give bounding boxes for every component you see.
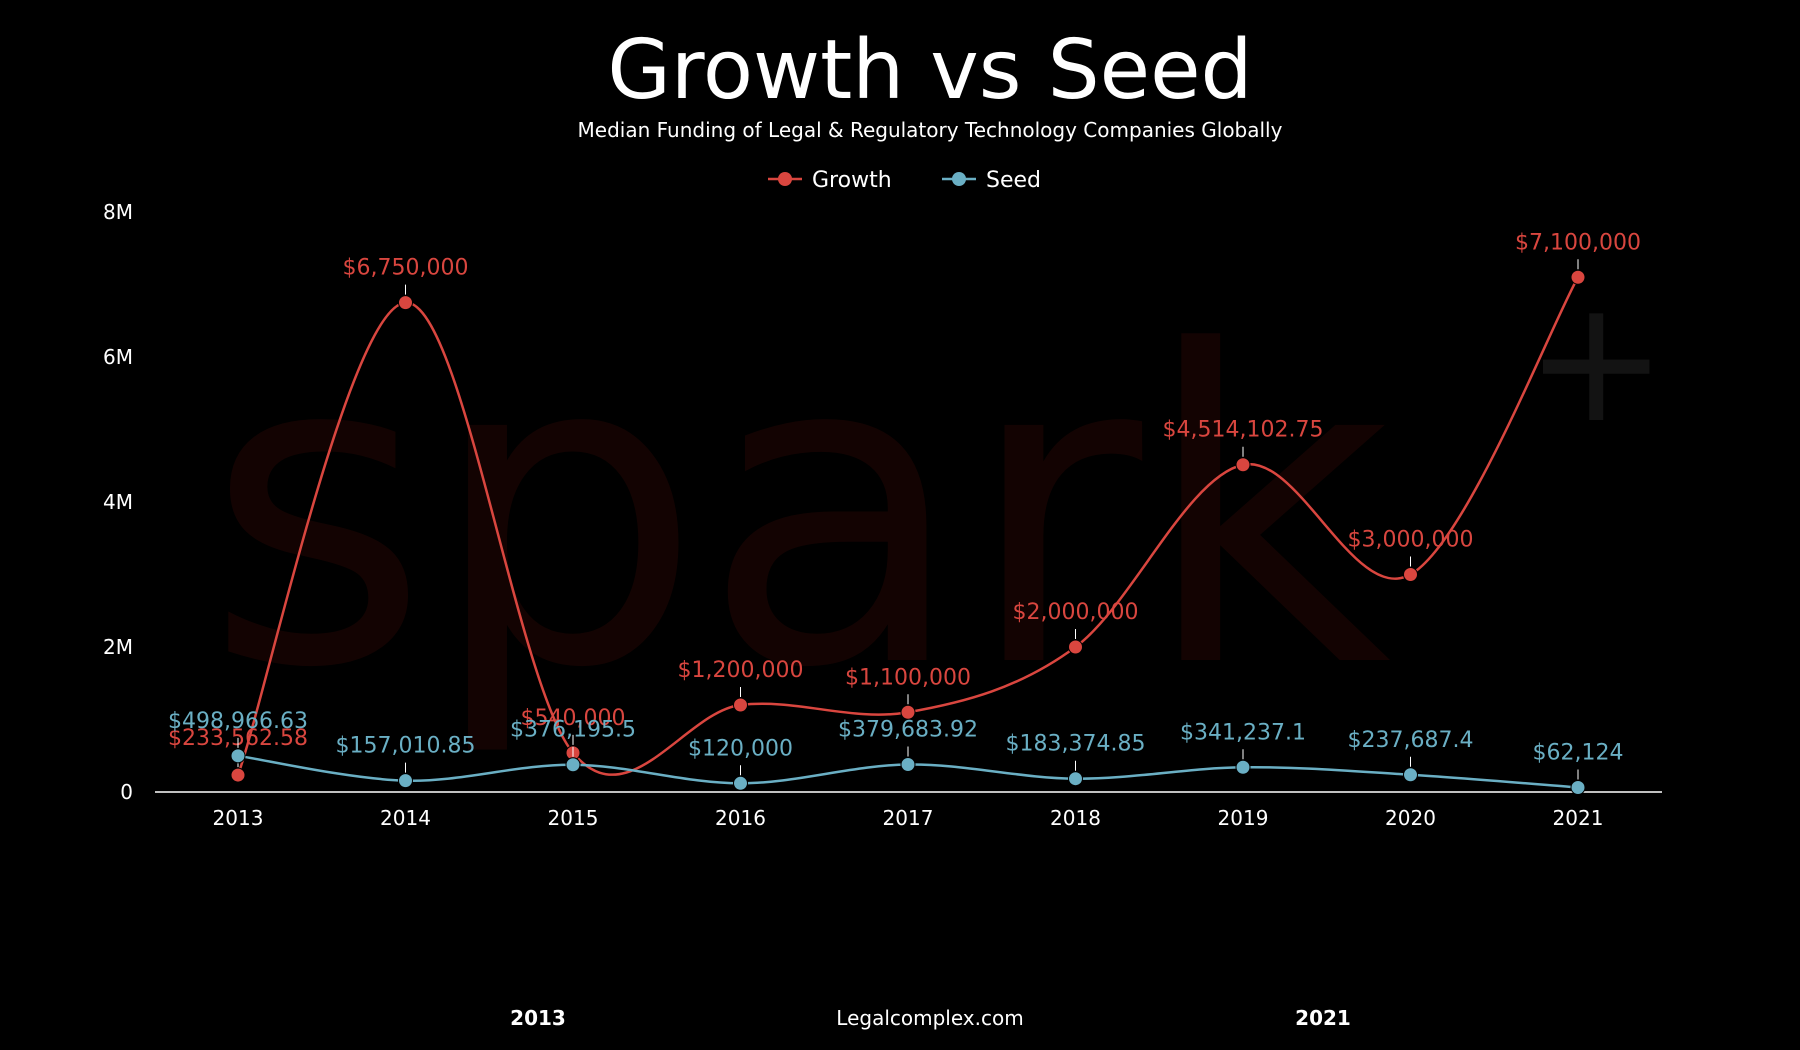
series-growth: $233,562.58$6,750,000$540,000$1,200,000 $… [168, 230, 1641, 783]
y-tick-label: 8M [103, 200, 133, 224]
data-point-growth[interactable] [1068, 639, 1083, 655]
series-seed: $498,966.63 $157,010.85 $376,195.5 $120,000… [168, 709, 1623, 795]
y-tick-label: 4M [103, 490, 133, 514]
data-label-seed: $157,010.85 [336, 734, 476, 759]
data-label-seed: $120,000 [688, 736, 793, 761]
y-tick-label: 2M [103, 635, 133, 659]
data-point-seed[interactable] [1570, 779, 1586, 795]
y-tick-label: 6M [103, 345, 133, 369]
spark-watermark-logo: spark + [205, 262, 1667, 762]
legend[interactable]: Growth Seed [768, 168, 1041, 193]
watermark-text: spark [205, 262, 1391, 762]
x-tick-label: 2016 [715, 806, 766, 830]
data-label-growth: $2,000,000 [1013, 600, 1139, 625]
x-axis: 2013 2014 2015 2016 2017 2018 2019 2020 2021 [213, 806, 1604, 830]
y-tick-label: 0 [120, 780, 133, 804]
data-label-growth: $6,750,000 [343, 256, 469, 281]
y-axis: 0 2M 4M 6M 8M [103, 200, 133, 804]
data-point-growth[interactable] [1570, 269, 1586, 285]
chart-title: Growth vs Seed [607, 23, 1252, 118]
x-tick-label: 2018 [1050, 806, 1101, 830]
x-tick-label: 2019 [1218, 806, 1269, 830]
footer-start-year: 2013 [510, 1006, 566, 1030]
x-tick-label: 2015 [548, 806, 599, 830]
data-point-seed[interactable] [900, 756, 916, 772]
legend-item-seed[interactable]: Seed [942, 168, 1041, 193]
legend-label: Growth [812, 168, 892, 193]
x-tick-label: 2021 [1553, 806, 1604, 830]
data-point-growth[interactable] [230, 767, 246, 783]
data-point-seed[interactable] [565, 757, 581, 773]
legend-marker-icon [778, 172, 792, 186]
data-point-growth[interactable] [900, 704, 916, 720]
data-label-seed: $237,687.4 [1348, 728, 1474, 753]
data-label-growth: $4,514,102.75 [1163, 418, 1324, 443]
data-label-growth: $1,100,000 [845, 665, 971, 690]
data-point-seed[interactable] [230, 748, 246, 764]
data-point-seed[interactable] [1403, 767, 1418, 783]
data-label-seed: $341,237.1 [1180, 720, 1306, 745]
data-label-growth: $3,000,000 [1348, 528, 1474, 553]
data-point-seed[interactable] [398, 773, 413, 789]
data-point-growth[interactable] [398, 295, 413, 311]
data-point-growth[interactable] [733, 697, 748, 713]
x-tick-label: 2020 [1385, 806, 1436, 830]
x-tick-label: 2013 [213, 806, 264, 830]
data-label-seed: $62,124 [1533, 740, 1624, 765]
data-label-seed: $183,374.85 [1006, 732, 1146, 757]
legend-label: Seed [986, 168, 1041, 193]
watermark-plus: + [1525, 263, 1667, 461]
legend-item-growth[interactable]: Growth [768, 168, 892, 193]
data-point-seed[interactable] [1068, 771, 1083, 787]
data-point-growth[interactable] [1403, 567, 1418, 582]
x-tick-label: 2017 [883, 806, 934, 830]
footer-site: Legalcomplex.com [836, 1006, 1023, 1030]
x-tick-label: 2014 [380, 806, 431, 830]
chart-subtitle: Median Funding of Legal & Regulatory Tec… [578, 118, 1283, 142]
footer-end-year: 2021 [1295, 1006, 1351, 1030]
data-label-seed: $498,966.63 [168, 709, 308, 734]
series-layer: $233,562.58$6,750,000$540,000$1,200,000 $… [168, 230, 1641, 795]
data-label-growth: $540,000 [521, 706, 626, 731]
legend-marker-icon [952, 172, 966, 186]
data-point-seed[interactable] [1235, 759, 1251, 775]
data-label-growth: $7,100,000 [1515, 230, 1641, 255]
data-label-seed: $379,683.92 [838, 717, 978, 742]
data-point-seed[interactable] [733, 775, 748, 791]
data-label-growth: $1,200,000 [678, 658, 804, 683]
data-label-seed: $376,195.5 [510, 718, 636, 743]
data-point-growth[interactable] [1235, 457, 1251, 473]
